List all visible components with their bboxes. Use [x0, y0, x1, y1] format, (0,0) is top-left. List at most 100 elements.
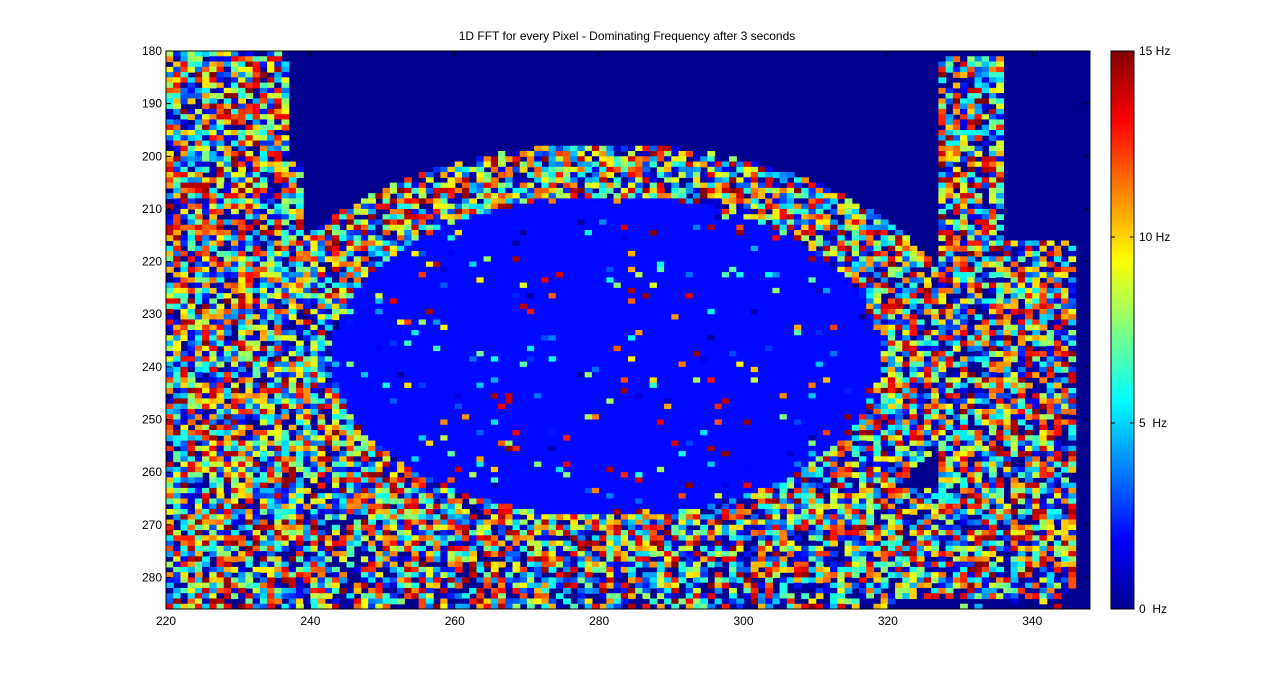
- heatmap-cell: [981, 282, 990, 289]
- heatmap-cell: [786, 182, 795, 189]
- heatmap-cell: [534, 272, 542, 278]
- heatmap-cell: [895, 256, 903, 263]
- heatmap-cell: [996, 319, 1004, 326]
- heatmap-cell: [534, 330, 542, 336]
- heatmap-cell: [209, 187, 218, 194]
- heatmap-cell: [721, 177, 730, 184]
- heatmap-cell: [570, 203, 579, 210]
- heatmap-cell: [837, 272, 846, 278]
- heatmap-cell: [267, 187, 275, 194]
- heatmap-cell: [772, 345, 781, 352]
- heatmap-cell: [563, 277, 571, 284]
- heatmap-cell: [173, 251, 182, 257]
- heatmap-cell: [259, 224, 268, 231]
- heatmap-cell: [216, 66, 225, 73]
- heatmap-cell: [837, 319, 846, 326]
- heatmap-cell: [245, 314, 254, 321]
- heatmap-cell: [339, 261, 348, 268]
- heatmap-cell: [1032, 277, 1041, 284]
- heatmap-cell: [360, 335, 369, 342]
- heatmap-cell: [440, 366, 449, 373]
- heatmap-cell: [230, 93, 239, 99]
- heatmap-cell: [375, 251, 384, 257]
- heatmap-cell: [996, 208, 1004, 215]
- heatmap-cell: [801, 356, 810, 363]
- heatmap-cell: [454, 214, 463, 221]
- heatmap-cell: [440, 340, 449, 347]
- heatmap-cell: [303, 308, 311, 315]
- heatmap-cell: [512, 345, 521, 352]
- heatmap-cell: [324, 319, 333, 326]
- heatmap-cell: [259, 287, 268, 294]
- heatmap-cell: [642, 330, 651, 336]
- heatmap-cell: [671, 277, 680, 284]
- heatmap-cell: [743, 351, 752, 357]
- heatmap-cell: [671, 219, 680, 226]
- heatmap-cell: [895, 324, 903, 331]
- heatmap-cell: [844, 335, 853, 342]
- heatmap-cell: [1003, 372, 1012, 378]
- heatmap-cell: [440, 272, 449, 278]
- heatmap-cell: [498, 266, 506, 273]
- heatmap-cell: [664, 351, 672, 357]
- heatmap-cell: [295, 356, 304, 363]
- heatmap-cell: [952, 345, 961, 352]
- heatmap-cell: [476, 235, 485, 242]
- heatmap-cell: [303, 372, 311, 378]
- heatmap-cell: [498, 214, 506, 221]
- heatmap-cell: [902, 277, 911, 284]
- heatmap-cell: [635, 366, 644, 373]
- heatmap-cell: [230, 272, 239, 278]
- heatmap-cell: [779, 214, 788, 221]
- heatmap-cell: [245, 203, 254, 210]
- heatmap-cell: [772, 224, 781, 231]
- heatmap-cell: [671, 203, 680, 210]
- heatmap-cell: [202, 129, 210, 136]
- heatmap-cell: [837, 372, 846, 378]
- heatmap-cell: [620, 256, 629, 263]
- heatmap-cell: [1010, 272, 1019, 278]
- heatmap-cell: [512, 293, 521, 300]
- heatmap-cell: [346, 345, 355, 352]
- heatmap-cell: [498, 251, 506, 257]
- heatmap-cell: [635, 356, 644, 363]
- heatmap-cell: [822, 324, 831, 331]
- heatmap-cell: [599, 245, 607, 252]
- heatmap-cell: [476, 261, 485, 268]
- heatmap-cell: [288, 298, 297, 305]
- heatmap-cell: [332, 235, 340, 242]
- heatmap-cell: [541, 261, 550, 268]
- heatmap-cell: [368, 203, 376, 210]
- heatmap-cell: [187, 351, 196, 357]
- heatmap-cell: [274, 366, 283, 373]
- heatmap-cell: [526, 266, 535, 273]
- heatmap-cell: [447, 351, 456, 357]
- heatmap-cell: [1010, 298, 1019, 305]
- heatmap-cell: [649, 293, 658, 300]
- heatmap-cell: [729, 203, 737, 210]
- heatmap-cell: [526, 324, 535, 331]
- heatmap-cell: [483, 251, 492, 257]
- heatmap-cell: [563, 293, 571, 300]
- heatmap-cell: [1032, 324, 1041, 331]
- heatmap-cell: [483, 372, 492, 378]
- heatmap-cell: [548, 377, 557, 384]
- heatmap-cell: [649, 240, 658, 247]
- heatmap-cell: [916, 287, 925, 294]
- heatmap-cell: [490, 372, 499, 378]
- heatmap-cell: [736, 303, 745, 310]
- heatmap-cell: [794, 214, 802, 221]
- heatmap-cell: [555, 151, 564, 157]
- heatmap-cell: [245, 172, 254, 178]
- heatmap-cell: [476, 377, 485, 384]
- heatmap-cell: [815, 272, 824, 278]
- heatmap-cell: [801, 208, 810, 215]
- heatmap-cell: [902, 335, 911, 342]
- heatmap-cell: [1068, 272, 1077, 278]
- heatmap-cell: [555, 261, 564, 268]
- heatmap-cell: [194, 256, 203, 263]
- heatmap-cell: [454, 208, 463, 215]
- heatmap-cell: [454, 303, 463, 310]
- heatmap-cell: [642, 229, 651, 236]
- heatmap-cell: [678, 266, 687, 273]
